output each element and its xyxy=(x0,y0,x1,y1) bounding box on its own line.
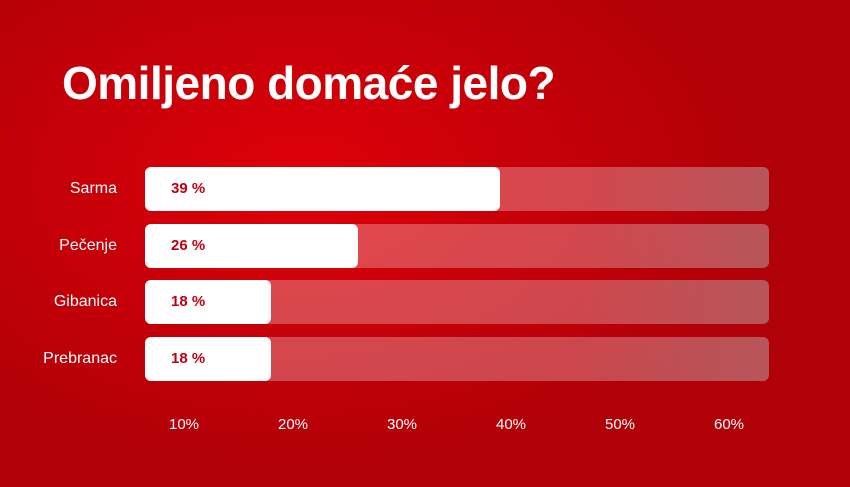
x-tick-label: 60% xyxy=(713,416,745,433)
value-label: 26 % xyxy=(171,236,206,254)
x-tick-label: 20% xyxy=(277,416,309,433)
category-label: Sarma xyxy=(69,180,117,197)
x-tick-label: 10% xyxy=(168,416,200,433)
x-tick-label: 30% xyxy=(386,416,418,433)
bar-gibanica xyxy=(145,280,272,324)
x-tick-label: 50% xyxy=(604,416,636,433)
bar-prebranac xyxy=(145,336,272,381)
value-label: 18 % xyxy=(171,349,206,367)
value-label: 18 % xyxy=(171,293,206,310)
chart-title: Omiljeno domaće jelo? xyxy=(62,57,556,109)
bar-sarma xyxy=(145,167,501,211)
category-label: Prebranac xyxy=(43,349,117,367)
x-tick-label: 40% xyxy=(495,416,527,433)
bar-pečenje xyxy=(145,223,359,268)
category-label: Pečenje xyxy=(59,236,117,254)
value-label: 39 % xyxy=(171,180,206,197)
category-label: Gibanica xyxy=(53,293,117,310)
